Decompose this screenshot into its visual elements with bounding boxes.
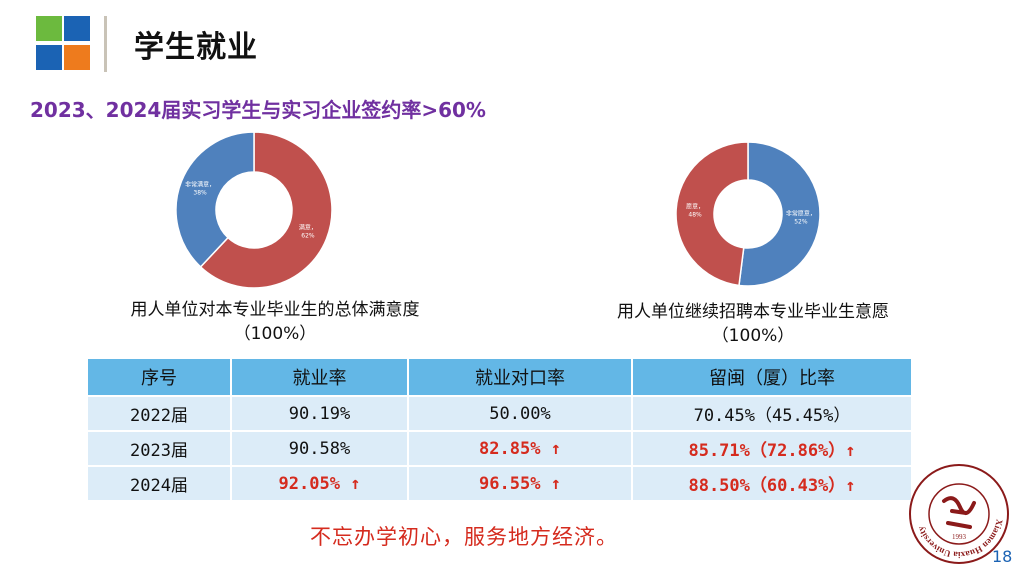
rehire-caption-line1: 用人单位继续招聘本专业毕业生意愿	[617, 302, 889, 322]
satisfaction-caption-line2: （100%）	[233, 324, 317, 344]
table-cell-highlight: 96.55% ↑	[407, 465, 633, 502]
subtitle: 2023、2024届实习学生与实习企业签约率>60%	[30, 98, 486, 122]
rehire-donut-chart: 非常愿意， 52% 愿意， 48%	[650, 140, 846, 288]
table-cell: 70.45%（45.45%）	[631, 395, 913, 432]
donut-slice-label-1: 非常满意， 38%	[185, 181, 215, 197]
brand-logo	[36, 16, 96, 72]
column-header-match-rate: 就业对口率	[407, 357, 633, 397]
page-number: 18	[992, 547, 1013, 566]
table-row: 2024届 92.05% ↑ 96.55% ↑ 88.50%（60.43%）↑	[86, 465, 913, 502]
column-header-employment-rate: 就业率	[230, 357, 409, 397]
satisfaction-caption-line1: 用人单位对本专业毕业生的总体满意度	[130, 300, 420, 320]
donut-slice-label-0: 非常愿意， 52%	[786, 209, 816, 225]
rehire-chart-caption: 用人单位继续招聘本专业毕业生意愿 （100%）	[588, 300, 918, 348]
donut-slice-1	[675, 141, 749, 287]
donut-slice-0	[738, 141, 821, 287]
table-row: 2023届 90.58% 82.85% ↑ 85.71%（72.86%）↑	[86, 430, 913, 467]
logo-square-green	[36, 16, 62, 41]
table-header-row: 序号 就业率 就业对口率 留闽（厦）比率	[86, 357, 913, 397]
donut-slice-label-0: 满意， 62%	[299, 223, 317, 239]
table-cell-highlight: 85.71%（72.86%）↑	[631, 430, 913, 467]
table-cell-highlight: 82.85% ↑	[407, 430, 633, 467]
table-cell: 90.58%	[230, 430, 409, 467]
satisfaction-donut-chart: 满意， 62% 非常满意， 38%	[158, 130, 350, 290]
table-row: 2022届 90.19% 50.00% 70.45%（45.45%）	[86, 395, 913, 432]
table-cell: 50.00%	[407, 395, 633, 432]
column-header-index: 序号	[86, 357, 232, 397]
employment-table: 序号 就业率 就业对口率 留闽（厦）比率 2022届 90.19% 50.00%…	[86, 357, 913, 502]
title-divider	[104, 16, 107, 72]
donut-slice-1	[175, 131, 255, 268]
donut-slice-0	[199, 131, 333, 289]
motto-text: 不忘办学初心，服务地方经济。	[310, 525, 618, 549]
rehire-caption-line2: （100%）	[711, 326, 795, 346]
donut-slice-label-1: 愿意， 48%	[686, 203, 704, 219]
logo-square-blue	[64, 16, 90, 41]
rehire-donut-svg: 非常愿意， 52% 愿意， 48%	[675, 141, 821, 287]
page-title: 学生就业	[134, 30, 258, 65]
table-cell: 90.19%	[230, 395, 409, 432]
table-cell: 2023届	[86, 430, 232, 467]
table-cell-highlight: 92.05% ↑	[230, 465, 409, 502]
logo-square-blue-bottom	[36, 45, 62, 70]
table-cell-highlight: 88.50%（60.43%）↑	[631, 465, 913, 502]
logo-square-orange	[64, 45, 90, 70]
column-header-retention-rate: 留闽（厦）比率	[631, 357, 913, 397]
university-seal-logo: Xiamen Huaxia University 1993	[909, 464, 1009, 564]
table-cell: 2024届	[86, 465, 232, 502]
table-cell: 2022届	[86, 395, 232, 432]
satisfaction-donut-svg: 满意， 62% 非常满意， 38%	[175, 131, 333, 289]
satisfaction-chart-caption: 用人单位对本专业毕业生的总体满意度 （100%）	[100, 298, 450, 346]
svg-text:1993: 1993	[952, 533, 967, 541]
